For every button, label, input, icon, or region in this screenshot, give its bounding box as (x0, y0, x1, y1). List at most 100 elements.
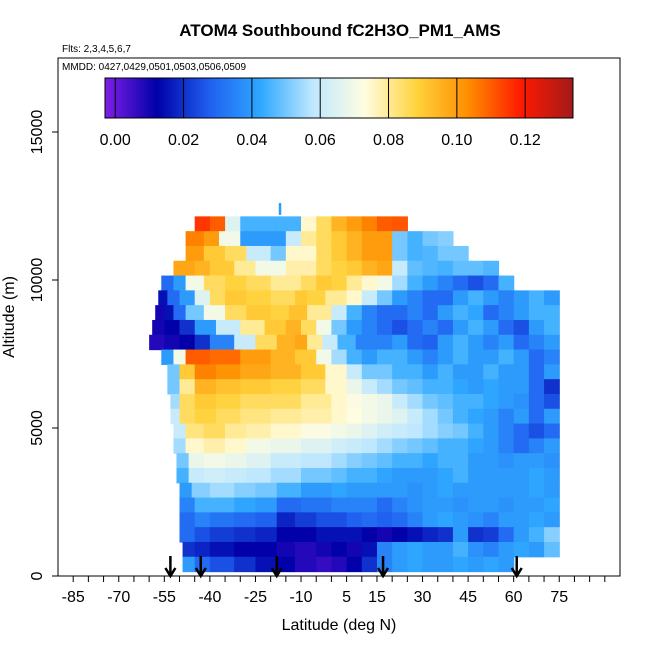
x-axis-label: Latitude (deg N) (282, 617, 397, 634)
heatmap-cell (407, 423, 424, 439)
heatmap-cell (331, 245, 348, 262)
heatmap-cell (246, 453, 272, 469)
heatmap-cell (234, 527, 257, 543)
heatmap-cell (422, 541, 439, 558)
heatmap-cell (194, 216, 211, 232)
heatmap-cell (452, 319, 469, 336)
heatmap-cell (215, 364, 241, 380)
heatmap-cell (498, 349, 515, 365)
heatmap-cell (498, 393, 515, 410)
heatmap-cell (528, 393, 545, 410)
heatmap-cell (361, 231, 378, 247)
heatmap-cell (437, 305, 454, 321)
heatmap-cell (513, 423, 530, 439)
heatmap-cell (392, 245, 408, 262)
heatmap-cell (185, 438, 205, 454)
heatmap-cell (234, 556, 257, 573)
heatmap-cell (376, 467, 393, 484)
heatmap-cell (331, 541, 348, 558)
heatmap-cell (167, 379, 181, 395)
heatmap-cell (437, 349, 454, 365)
heatmap-cell (437, 260, 454, 277)
heatmap-cell (452, 453, 469, 469)
heatmap-cell (346, 541, 363, 558)
heatmap-cell (209, 260, 235, 277)
heatmap-cell (392, 482, 408, 499)
colorbar-tick-label: 0.00 (100, 132, 131, 149)
heatmap-cell (407, 231, 424, 247)
heatmap-cell (346, 497, 363, 513)
heatmap-cell (194, 379, 217, 395)
heatmap-cell (173, 305, 187, 321)
heatmap-cell (301, 423, 333, 439)
heatmap-cell (240, 319, 266, 336)
heatmap-cell (392, 408, 408, 425)
heatmap-cell (285, 319, 302, 336)
heatmap-cell (407, 497, 424, 513)
heatmap-cell (407, 408, 424, 425)
heatmap-cell (316, 231, 333, 247)
heatmap-cell (498, 305, 515, 321)
heatmap-cell (331, 231, 348, 247)
heatmap-cell (392, 231, 408, 247)
heatmap-cell (544, 512, 560, 528)
heatmap-cell (544, 349, 560, 365)
heatmap-cell (331, 305, 348, 321)
heatmap-cell (331, 438, 348, 454)
heatmap-cell (376, 453, 393, 469)
heatmap-cell (361, 527, 378, 543)
heatmap-cell (194, 319, 217, 336)
heatmap-cell (158, 290, 168, 306)
heatmap-cell (194, 512, 211, 528)
heatmap-cell (194, 497, 211, 513)
heatmap-cell (167, 290, 181, 306)
heatmap-cell (225, 438, 247, 454)
heatmap-cell (452, 245, 469, 262)
heatmap-cell (346, 393, 363, 410)
heatmap-cell (437, 245, 454, 262)
heatmap-cell (346, 290, 363, 306)
x-tick-label: -40 (198, 589, 221, 606)
heatmap-cell (452, 527, 469, 543)
heatmap-cell (483, 364, 500, 380)
heatmap-cell (468, 275, 484, 291)
heatmap-cell (528, 438, 545, 454)
heatmap-cell (346, 364, 363, 380)
heatmap-cell (483, 541, 500, 558)
heatmap-cell (361, 245, 378, 262)
heatmap-cell (376, 260, 393, 277)
heatmap-cell (316, 527, 333, 543)
heatmap-cell (376, 423, 393, 439)
heatmap-cell (361, 290, 378, 306)
heatmap-cell (528, 334, 545, 351)
heatmap-cell (240, 349, 272, 365)
heatmap-cell (179, 482, 193, 499)
heatmap-cell (498, 438, 515, 454)
heatmap-cell (203, 423, 226, 439)
heatmap-cell (270, 379, 302, 395)
y-axis: 0 5000 10000 15000 (29, 110, 58, 580)
heatmap-cell (422, 349, 439, 365)
heatmap-cell (294, 527, 317, 543)
heatmap-cell (209, 527, 235, 543)
heatmap-cell (331, 497, 348, 513)
heatmap-cell (437, 482, 454, 499)
heatmap-cell (301, 467, 333, 484)
heatmap-cell (392, 260, 408, 277)
heatmap-cell (346, 379, 363, 395)
heatmap-cell (376, 556, 393, 573)
heatmap-cell (468, 527, 484, 543)
heatmap-cell (173, 260, 196, 277)
heatmap-cell (392, 438, 408, 454)
x-tick-label: 15 (368, 589, 386, 606)
heatmap-cell (544, 290, 560, 306)
heatmap-cell (225, 275, 247, 291)
heatmap-cell (301, 216, 317, 232)
heatmap-cell (437, 512, 454, 528)
heatmap-cell (452, 408, 469, 425)
heatmap-cell (194, 408, 217, 425)
x-tick-label: 5 (342, 589, 351, 606)
heatmap-cell (176, 467, 190, 484)
colorbar-tick-label: 0.06 (305, 132, 336, 149)
heatmap-cell (325, 364, 348, 380)
